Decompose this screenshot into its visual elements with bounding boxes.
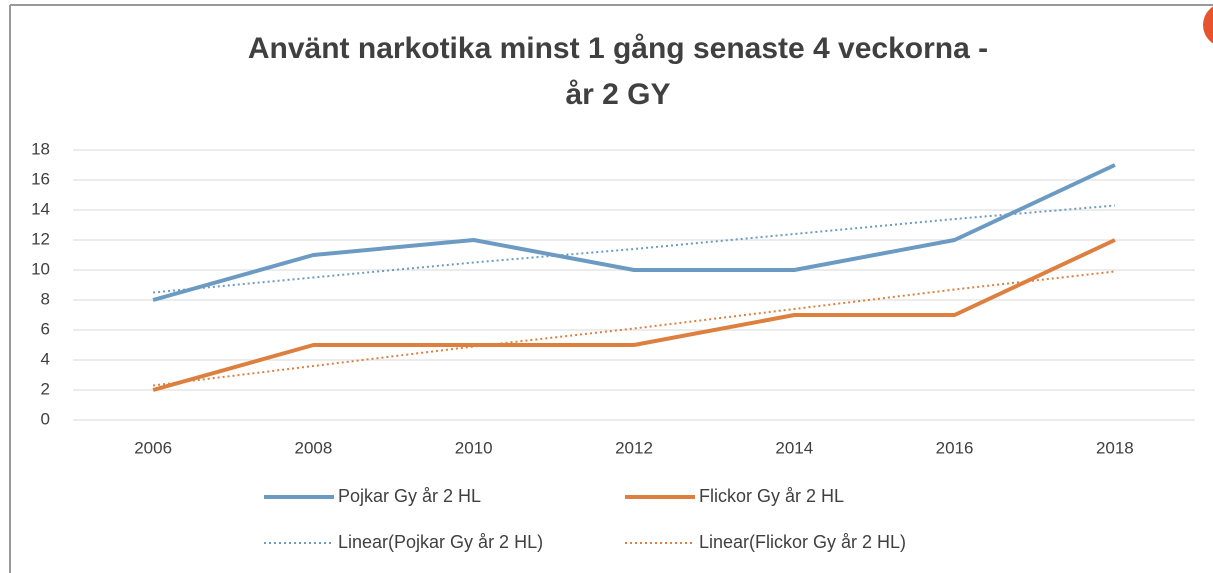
x-tick-label: 2006 bbox=[134, 438, 172, 457]
corner-badge bbox=[1203, 6, 1213, 44]
y-tick-label: 12 bbox=[31, 229, 50, 248]
y-tick-label: 10 bbox=[31, 259, 50, 278]
series-line bbox=[152, 238, 1116, 392]
x-tick-label: 2012 bbox=[615, 438, 653, 457]
chart-title: Använt narkotika minst 1 gång senaste 4 … bbox=[248, 32, 988, 65]
trend-line bbox=[152, 270, 1116, 387]
x-tick-label: 2016 bbox=[936, 438, 974, 457]
legend-label: Linear(Pojkar Gy år 2 HL) bbox=[338, 532, 543, 552]
y-tick-label: 2 bbox=[41, 379, 50, 398]
y-tick-label: 4 bbox=[41, 349, 50, 368]
y-tick-label: 8 bbox=[41, 289, 50, 308]
series-line bbox=[152, 163, 1116, 302]
legend-label: Flickor Gy år 2 HL bbox=[699, 486, 844, 506]
y-tick-label: 18 bbox=[31, 139, 50, 158]
y-tick-label: 16 bbox=[31, 169, 50, 188]
x-tick-label: 2010 bbox=[455, 438, 493, 457]
trend-line bbox=[153, 204, 1115, 294]
chart-title: år 2 GY bbox=[565, 78, 670, 111]
y-tick-label: 14 bbox=[31, 199, 50, 218]
legend-label: Linear(Flickor Gy år 2 HL) bbox=[699, 532, 906, 552]
legend-label: Pojkar Gy år 2 HL bbox=[338, 486, 481, 506]
x-tick-label: 2018 bbox=[1096, 438, 1134, 457]
x-tick-label: 2014 bbox=[775, 438, 813, 457]
y-tick-label: 6 bbox=[41, 319, 50, 338]
x-tick-label: 2008 bbox=[295, 438, 333, 457]
y-tick-label: 0 bbox=[41, 409, 50, 428]
